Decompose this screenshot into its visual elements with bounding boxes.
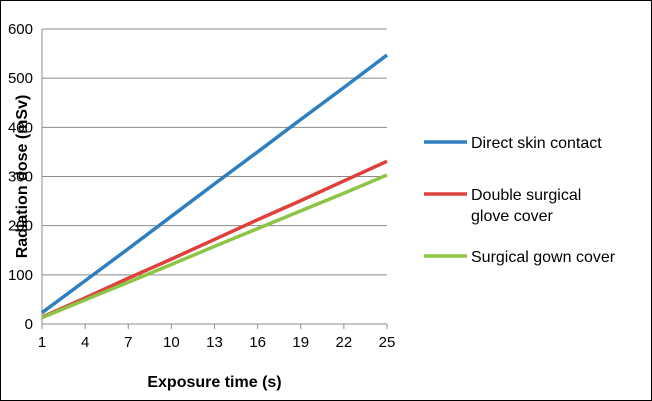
y-tick-label: 200 xyxy=(8,218,33,235)
x-axis-title: Exposure time (s) xyxy=(147,374,281,391)
x-tick-label: 16 xyxy=(249,334,266,351)
x-tick-label: 22 xyxy=(336,334,353,351)
y-tick-label: 500 xyxy=(8,70,33,87)
legend-label-0: Direct skin contact xyxy=(471,135,602,152)
tick-labels: 0 100 200 300 400 500 600 1 4 7 10 13 16 19 22 25 xyxy=(8,21,395,351)
series-line-2 xyxy=(41,173,388,320)
series-line-0 xyxy=(40,53,389,315)
x-tick-label: 1 xyxy=(38,334,46,351)
y-axis-title: Radiation dose (mSv) xyxy=(14,95,31,259)
gridlines xyxy=(42,28,387,276)
axes xyxy=(41,29,388,329)
y-tick-label: 300 xyxy=(8,169,33,186)
y-tick-label: 400 xyxy=(8,119,33,136)
x-tick-label: 7 xyxy=(124,334,132,351)
legend-label-2: Surgical gown cover xyxy=(471,249,616,266)
y-tick-label: 100 xyxy=(8,267,33,284)
x-tick-label: 10 xyxy=(163,334,180,351)
series-lines xyxy=(40,53,389,320)
y-tick-label: 600 xyxy=(8,21,33,38)
y-tick-label: 0 xyxy=(25,316,33,333)
x-tick-label: 19 xyxy=(292,334,309,351)
x-tick-label: 25 xyxy=(379,334,396,351)
legend-label-1: Double surgical glove cover xyxy=(471,187,581,225)
x-tick-label: 4 xyxy=(81,334,89,351)
legend: Direct skin contact Double surgical glove … xyxy=(424,135,616,266)
x-tick-label: 13 xyxy=(206,334,223,351)
series-line-1 xyxy=(41,159,388,319)
